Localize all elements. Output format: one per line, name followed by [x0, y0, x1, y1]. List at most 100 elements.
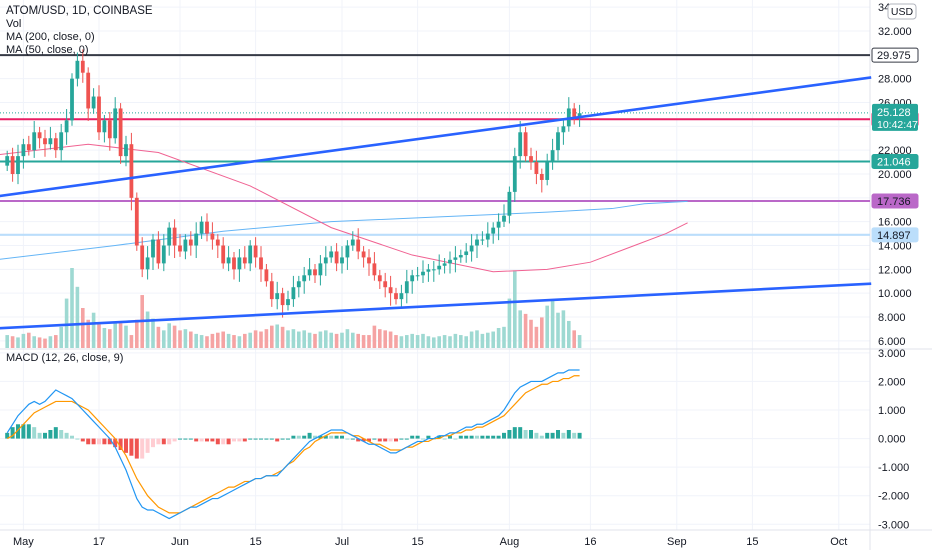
volume-bar — [415, 335, 420, 348]
volume-bar — [378, 329, 382, 348]
candle-body — [529, 156, 533, 163]
candle-body — [345, 245, 350, 258]
macd-histogram-bar — [286, 438, 290, 440]
candle — [404, 269, 409, 304]
macd-histogram-bar — [113, 438, 118, 448]
candle — [242, 246, 247, 269]
macd-histogram-bar — [167, 438, 172, 445]
candle-body — [383, 281, 388, 288]
candle — [26, 135, 31, 156]
candle — [539, 168, 544, 193]
volume-bar — [577, 335, 582, 348]
indicator-ma50[interactable]: MA (50, close, 0) — [6, 44, 89, 56]
macd-histogram-bar — [97, 438, 101, 445]
candle-body — [43, 138, 47, 145]
volume-bar — [534, 326, 539, 348]
volume-bar — [410, 333, 414, 348]
macd-histogram-bar — [183, 438, 188, 440]
candle — [512, 147, 517, 203]
candle-body — [80, 60, 85, 73]
candle — [43, 129, 47, 157]
macd-histogram-bar — [5, 432, 10, 439]
macd-histogram-bar — [145, 438, 150, 453]
candle-body — [259, 257, 263, 270]
macd-histogram-bar — [485, 435, 490, 439]
price-tick-label: 20.000 — [878, 169, 912, 181]
time-tick-label: Jul — [335, 536, 349, 548]
candle — [442, 258, 447, 274]
candle — [64, 109, 69, 145]
price-tick-label: 6.000 — [878, 336, 906, 348]
candle — [534, 150, 539, 185]
volume-bar — [297, 331, 301, 348]
macd-histogram-bar — [507, 430, 512, 439]
candle — [199, 216, 204, 239]
macd-histogram-bar — [221, 438, 226, 445]
candle — [264, 263, 269, 287]
candle — [340, 246, 344, 274]
candle-body — [367, 257, 371, 264]
volume-bar — [81, 308, 85, 348]
candle — [145, 246, 150, 280]
macd-histogram-bar — [26, 424, 31, 439]
candle-body — [161, 245, 166, 264]
price-tick-label: 12.000 — [878, 264, 912, 276]
volume-bar — [37, 337, 42, 348]
volume-bar — [540, 317, 544, 348]
symbol-title[interactable]: ATOM/USD, 1D, COINBASE — [6, 5, 153, 17]
macd-tick-label: 1.000 — [878, 405, 906, 417]
macd-histogram-bar — [75, 438, 80, 440]
volume-bar — [351, 332, 355, 348]
candle — [367, 249, 371, 276]
candle — [372, 252, 377, 281]
indicator-ma200[interactable]: MA (200, close, 0) — [6, 31, 95, 43]
candle — [253, 237, 258, 268]
candle-body — [388, 287, 393, 294]
volume-bar — [64, 298, 69, 348]
volume-bar — [172, 325, 177, 348]
indicator-macd[interactable]: MACD (12, 26, close, 9) — [6, 352, 124, 364]
legend: ATOM/USD, 1D, COINBASE Vol MA (200, clos… — [6, 5, 153, 57]
candle-body — [221, 245, 226, 264]
candle — [383, 272, 388, 298]
candle — [523, 126, 528, 162]
macd-histogram-bar — [291, 435, 296, 439]
candle-body — [286, 299, 290, 306]
candle-body — [183, 239, 188, 252]
candle — [415, 266, 420, 281]
volume-bar — [102, 328, 107, 348]
volume-bar — [518, 310, 522, 348]
candle — [356, 228, 361, 260]
volume-bar — [421, 333, 425, 348]
time-tick-label: Aug — [500, 536, 520, 548]
volume-bar — [226, 333, 231, 348]
indicator-vol[interactable]: Vol — [6, 18, 22, 30]
candle — [172, 219, 177, 259]
macd-histogram-bar — [512, 427, 517, 439]
macd-histogram-bar — [70, 435, 74, 439]
candle-body — [496, 221, 501, 228]
volume-bar — [399, 336, 404, 348]
macd-histogram — [5, 424, 582, 459]
macd-histogram-bar — [534, 432, 539, 439]
macd-histogram-bar — [21, 424, 26, 439]
volume-bar — [345, 329, 350, 348]
volume-bar — [91, 312, 96, 348]
volume-bar — [189, 331, 193, 348]
volume-bar — [216, 332, 220, 348]
level-badge-bg — [871, 193, 919, 209]
candle — [394, 287, 398, 305]
volume-bar — [561, 310, 566, 348]
macd-histogram-bar — [80, 438, 85, 442]
volume-bar — [437, 336, 441, 348]
macd-histogram-bar — [394, 438, 398, 442]
candle — [188, 231, 193, 256]
macd-histogram-bar — [205, 438, 209, 442]
volume-bar — [70, 268, 74, 348]
macd-histogram-bar — [345, 438, 350, 440]
volume-bar — [291, 329, 296, 348]
macd-histogram-bar — [140, 438, 145, 459]
macd-histogram-bar — [64, 432, 69, 439]
